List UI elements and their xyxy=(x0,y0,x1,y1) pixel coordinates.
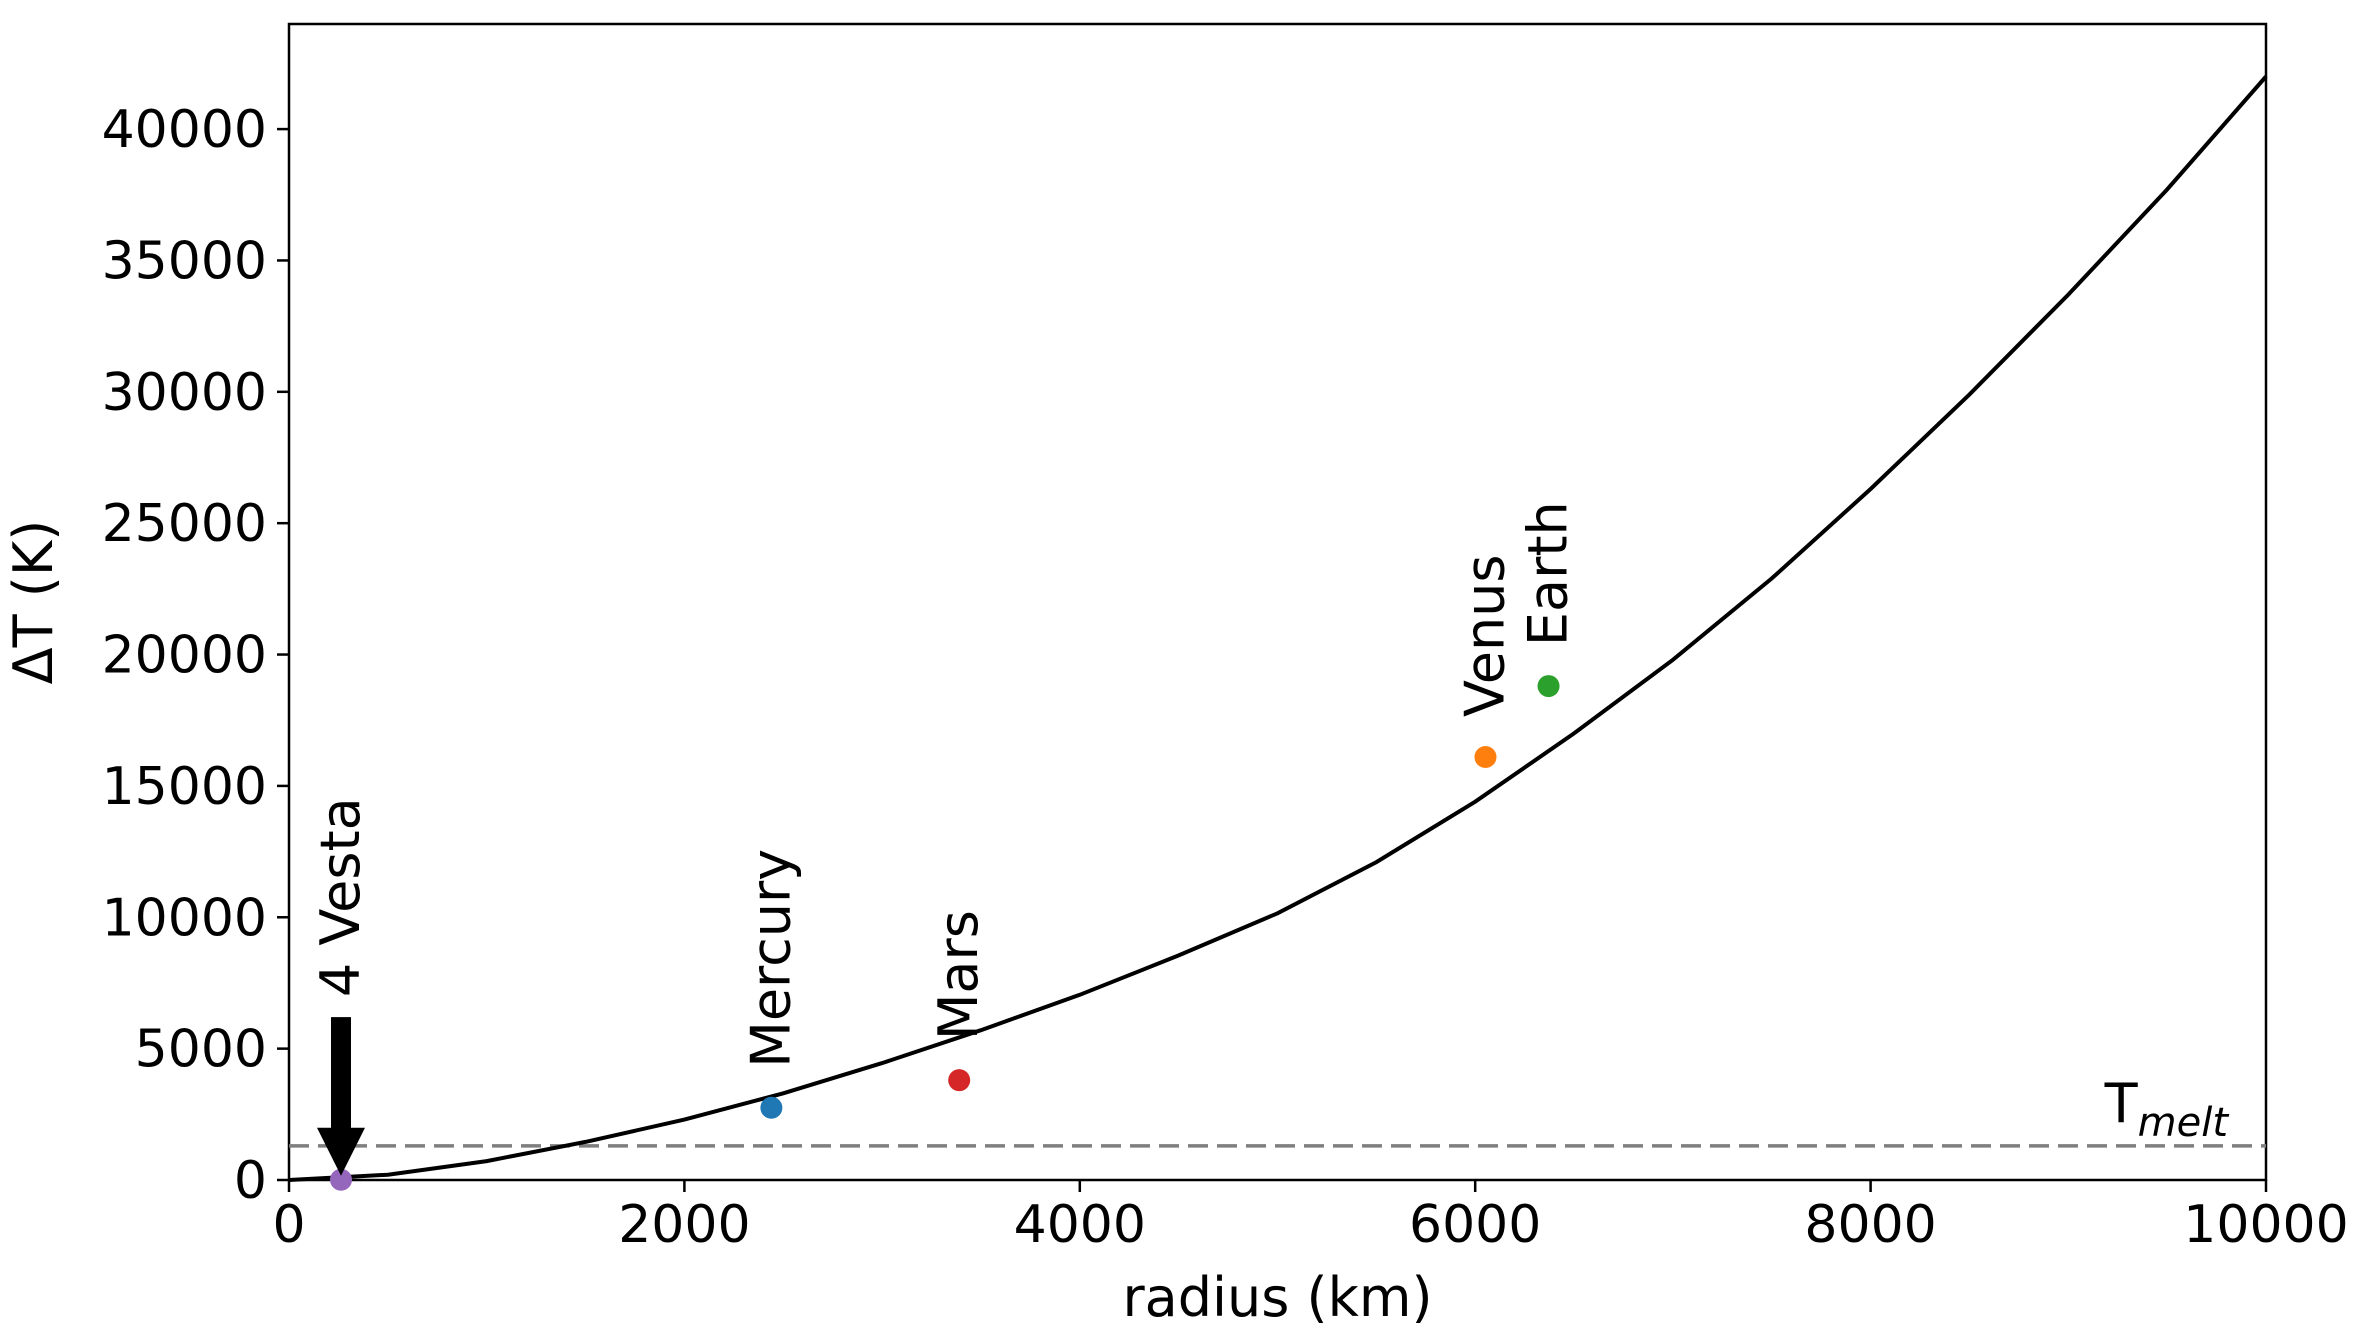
y-tick-label: 0 xyxy=(234,1151,267,1211)
y-axis-title: ΔT (K) xyxy=(2,520,65,685)
x-tick-label: 2000 xyxy=(618,1195,750,1255)
label-venus: Venus xyxy=(1453,554,1516,717)
point-venus xyxy=(1474,746,1497,769)
heating-curve xyxy=(288,75,2268,1182)
x-tick-label: 4000 xyxy=(1014,1195,1146,1255)
y-tick-label: 20000 xyxy=(102,626,267,686)
x-tick-label: 0 xyxy=(272,1195,305,1255)
x-axis-title: radius (km) xyxy=(1122,1266,1432,1328)
arrow-head xyxy=(316,1127,365,1176)
point-earth xyxy=(1537,675,1560,698)
y-tick-label: 25000 xyxy=(102,494,267,554)
y-tick-label: 30000 xyxy=(102,363,267,423)
tmelt-label: Tmelt xyxy=(2104,1072,2230,1146)
label-mars: Mars xyxy=(927,910,990,1040)
label-4-vesta: 4 Vesta xyxy=(309,797,372,997)
axes-frame xyxy=(287,22,2268,1182)
plot-area: 0 2000 4000 6000 8000 10000 0 5000 10000 15000 200… xyxy=(102,22,2349,1255)
label-earth: Earth xyxy=(1517,501,1580,646)
y-tick-label: 15000 xyxy=(102,757,267,817)
y-tick-label: 35000 xyxy=(102,231,267,291)
x-tick-label: 10000 xyxy=(2183,1195,2348,1255)
x-tick-label: 8000 xyxy=(1804,1195,1936,1255)
y-tick-label: 5000 xyxy=(135,1020,267,1080)
label-mercury: Mercury xyxy=(739,849,802,1068)
arrow-shaft xyxy=(330,1017,351,1130)
point-mercury xyxy=(760,1096,783,1119)
point-4-vesta xyxy=(329,1168,352,1191)
y-tick-label: 40000 xyxy=(102,100,267,160)
point-mars xyxy=(948,1069,971,1092)
x-tick-label: 6000 xyxy=(1409,1195,1541,1255)
y-tick-label: 10000 xyxy=(102,888,267,948)
